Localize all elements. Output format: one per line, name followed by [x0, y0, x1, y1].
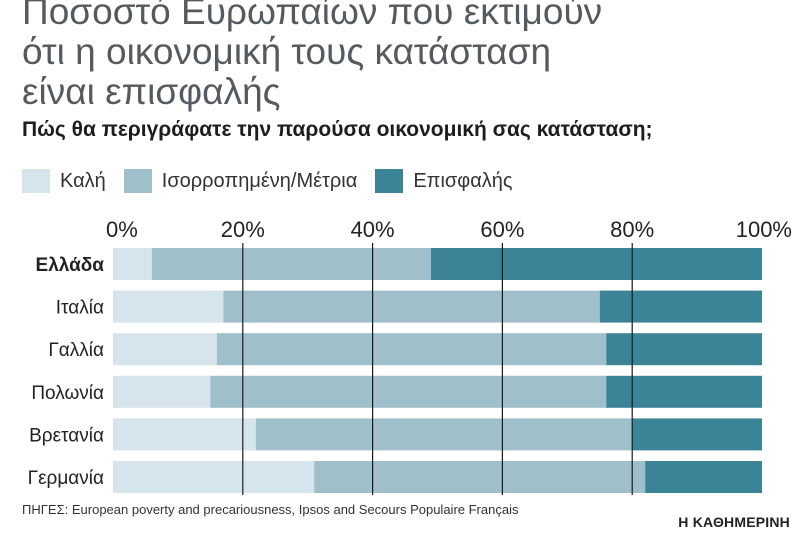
x-tick-label-3: 40% [351, 217, 395, 242]
category-label-2: Ιταλία [56, 298, 104, 319]
category-label-1: Ελλάδα [36, 255, 105, 276]
bar-5-series-1 [113, 418, 256, 451]
legend-item-balanced: Ισορροπημένη/Μέτρια [123, 169, 358, 193]
legend-label-precarious: Επισφαλής [413, 169, 513, 192]
bar-5-series-3 [632, 418, 762, 451]
title-line-3: είναι επισφαλής [22, 71, 281, 112]
category-label-6: Γερμανία [28, 468, 104, 489]
bar-1-series-1 [113, 248, 152, 280]
chart-subtitle: Πώς θα περιγράφατε την παρούσα οικονομικ… [22, 118, 653, 141]
bar-2-series-2 [223, 290, 600, 323]
bar-4-series-1 [113, 375, 211, 408]
legend-label-good: Καλή [60, 169, 106, 192]
x-tick-label-5: 80% [610, 217, 654, 242]
legend-item-precarious: Επισφαλής [375, 169, 513, 193]
source-note: ΠΗΓΕΣ: European poverty and precariousne… [22, 502, 519, 517]
stacked-bar-chart: Ελλάδα Ιταλία Γαλλία Πολωνία Βρετανία Γερμανί… [28, 217, 792, 495]
bar-3-series-1 [113, 333, 217, 366]
x-tick-label-1: 0% [106, 217, 138, 242]
bar-4-series-3 [606, 375, 762, 408]
bar-2-series-1 [113, 290, 224, 323]
legend-swatch-balanced [123, 169, 152, 193]
legend-swatch-precarious [375, 169, 404, 193]
legend-label-balanced: Ισορροπημένη/Μέτρια [161, 169, 358, 192]
legend: Καλή Ισορροπημένη/Μέτρια Επισφαλής [22, 168, 531, 194]
chart-title: Ποσοστό Ευρωπαίων που εκτιμούν ότι η οικ… [22, 0, 792, 112]
legend-item-good: Καλή [22, 169, 106, 193]
legend-swatch-good [22, 169, 50, 193]
publisher-logo: Η ΚΑΘΗΜΕΡΙΝΗ [678, 514, 790, 530]
bar-1-series-3 [431, 248, 762, 280]
category-label-5: Βρετανία [29, 425, 104, 446]
category-label-4: Πολωνία [31, 383, 104, 404]
bar-6-series-3 [645, 461, 762, 493]
title-line-2: ότι η οικονομική τους κατάσταση [22, 31, 552, 72]
bar-2-series-3 [599, 290, 762, 323]
x-tick-label-2: 20% [221, 217, 265, 242]
category-label-3: Γαλλία [48, 340, 104, 361]
bar-3-series-3 [606, 333, 762, 366]
bar-6-series-1 [113, 461, 315, 493]
bar-6-series-2 [314, 461, 646, 493]
bar-3-series-2 [216, 333, 607, 366]
title-line-1: Ποσοστό Ευρωπαίων που εκτιμούν [22, 0, 603, 32]
x-tick-label-6: 100% [736, 217, 792, 242]
bar-1-series-2 [151, 248, 432, 280]
bar-4-series-2 [210, 375, 607, 408]
x-tick-label-4: 60% [480, 217, 524, 242]
bar-5-series-2 [255, 418, 633, 451]
